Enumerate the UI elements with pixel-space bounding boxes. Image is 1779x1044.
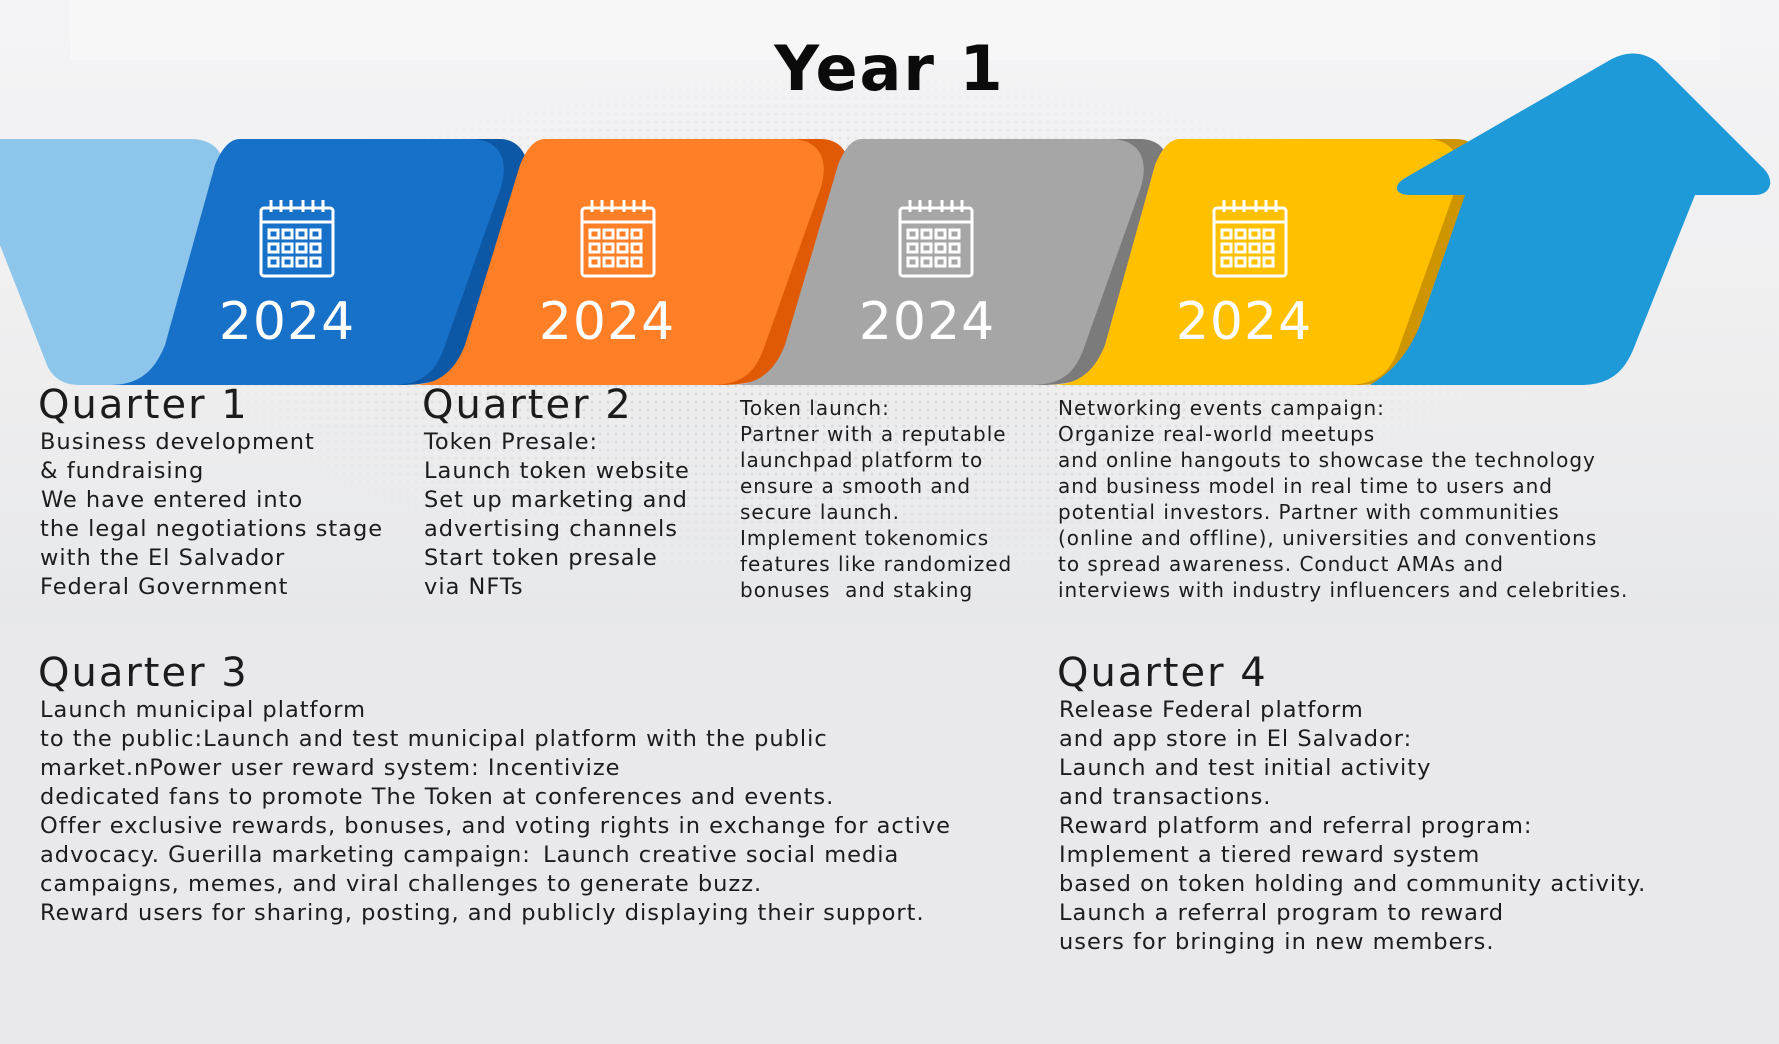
quarter-2-body: Token Presale: Launch token website Set … [424, 428, 690, 602]
segment-year-4: 2024 [1124, 292, 1364, 352]
quarter-1-heading: Quarter 1 [38, 382, 249, 428]
segment-year-1: 2024 [167, 292, 407, 352]
calendar-icon [257, 196, 337, 280]
calendar-icon [896, 196, 976, 280]
quarter-4-heading: Quarter 4 [1057, 650, 1268, 696]
networking-body: Networking events campaign: Organize rea… [1058, 395, 1628, 603]
quarter-2-heading: Quarter 2 [422, 382, 633, 428]
segment-year-2: 2024 [487, 292, 727, 352]
quarter-1-body: Business development & fundraising We h… [40, 428, 383, 602]
quarter-3-heading: Quarter 3 [38, 650, 249, 696]
token-launch-body: Token launch: Partner with a reputable l… [740, 395, 1012, 603]
quarter-4-body: Release Federal platform and app store i… [1059, 696, 1646, 957]
calendar-icon [578, 196, 658, 280]
quarter-3-body: Launch municipal platform to the public:… [40, 696, 951, 928]
calendar-icon [1210, 196, 1290, 280]
segment-year-3: 2024 [807, 292, 1047, 352]
